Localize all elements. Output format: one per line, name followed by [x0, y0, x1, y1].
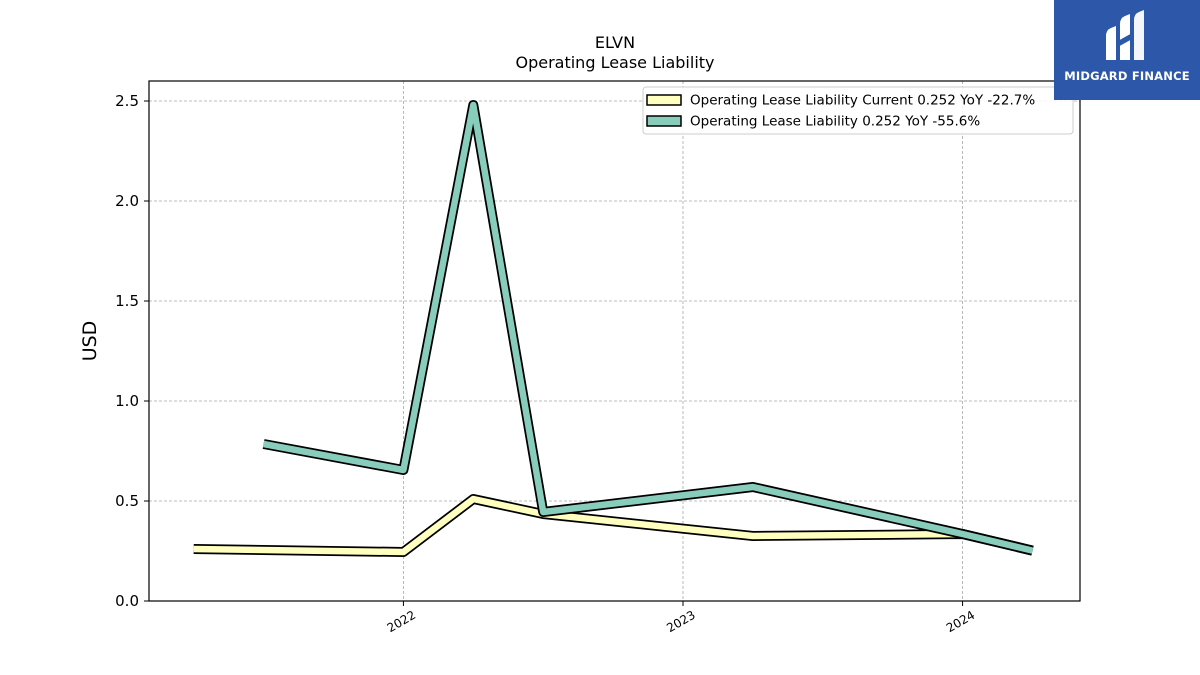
midgard-logo-icon	[1106, 10, 1144, 60]
y-tick-label: 0.5	[115, 492, 139, 510]
chart-subtitle: Operating Lease Liability	[515, 53, 714, 72]
logo-text: MIDGARD FINANCE	[1064, 69, 1190, 83]
legend-label-current: Operating Lease Liability Current 0.252 …	[690, 93, 1035, 109]
data-point	[263, 443, 265, 445]
y-tick-label: 0.0	[115, 592, 139, 610]
legend-swatch-total	[646, 115, 682, 127]
y-tick-label: 2.5	[115, 92, 139, 110]
data-point	[193, 548, 195, 550]
data-point	[962, 533, 964, 535]
data-point	[542, 511, 544, 513]
series-lines	[193, 100, 1034, 557]
data-point	[1031, 550, 1033, 552]
y-tick-label: 2.0	[115, 192, 139, 210]
data-point	[752, 535, 754, 537]
y-tick-label: 1.5	[115, 292, 139, 310]
y-axis-label: USD	[79, 321, 101, 362]
legend: Operating Lease Liability Current 0.252 …	[642, 86, 1074, 135]
data-point	[752, 486, 754, 488]
brand-logo: MIDGARD FINANCE	[1054, 0, 1200, 100]
data-point	[472, 498, 474, 500]
chart-title: ELVN	[595, 33, 635, 52]
data-point	[402, 551, 404, 553]
plot-frame	[148, 80, 1081, 602]
y-tick-label: 1.0	[115, 392, 139, 410]
series-line-1	[263, 101, 1034, 554]
grid	[149, 81, 1080, 601]
legend-swatch-current	[646, 94, 682, 106]
x-axis: 2022 2023 2024	[385, 601, 977, 635]
data-point	[472, 104, 474, 106]
x-tick-label: 2023	[664, 608, 697, 635]
x-tick-label: 2022	[385, 608, 418, 635]
legend-frame	[642, 86, 1074, 135]
x-tick-label: 2024	[944, 608, 977, 635]
series-outline-1	[262, 100, 1034, 556]
y-axis: 0.0 0.5 1.0 1.5 2.0 2.5	[115, 92, 149, 610]
data-point	[402, 469, 404, 471]
legend-label-total: Operating Lease Liability 0.252 YoY -55.…	[690, 114, 980, 130]
